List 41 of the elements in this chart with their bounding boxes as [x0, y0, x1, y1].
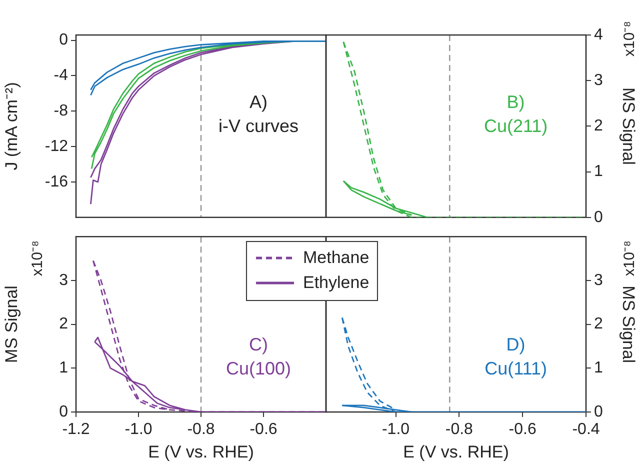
x-tick-label: -0.4 [572, 421, 600, 438]
y-tick-label: -12 [44, 138, 68, 155]
y2-tick-label: 1 [594, 163, 603, 180]
y2-tick-label: 1 [594, 360, 603, 377]
y-tick-label: -4 [54, 67, 68, 84]
x-tick-label: -0.8 [187, 421, 215, 438]
legend-label: Methane [303, 248, 370, 268]
annotation: B) Cu(211) [484, 92, 548, 136]
y2-tick-label: 0 [594, 208, 603, 226]
legend-label: Ethylene [303, 273, 370, 294]
y-tick-label: 2 [59, 316, 68, 333]
y-axis-title: MS Signal [2, 286, 21, 364]
x-tick-label: -1.0 [382, 421, 410, 438]
y2-tick-label: 3 [594, 72, 603, 90]
text: x10⁻⁸ [621, 240, 638, 276]
x-tick-label: -0.6 [250, 421, 278, 438]
annotation: C) Cu(100) [226, 334, 292, 379]
y-tick-label: -16 [44, 173, 68, 190]
y2-tick-label: 3 [594, 272, 603, 289]
annotation: A) i-V curves [218, 92, 299, 136]
text: x10⁻⁸ [29, 240, 46, 276]
y-tick-label: -8 [54, 102, 68, 120]
x-tick-label: -0.8 [445, 421, 474, 438]
y2-axis-title: MS Signal [619, 87, 638, 165]
x-axis-title: E (V vs. RHE) [148, 442, 254, 462]
y-tick-label: 0 [59, 32, 68, 49]
y-tick-label: 0 [59, 403, 68, 420]
y-tick-label: 1 [59, 360, 68, 377]
y2-axis-title: MS Signal [619, 286, 638, 364]
y-axis-title: J (mA cm⁻²) [2, 82, 21, 170]
y2-tick-label: 2 [594, 316, 603, 333]
annotation: D) Cu(111) [484, 334, 547, 379]
x-tick-label: -1.0 [124, 421, 152, 438]
y2-tick-label: 4 [594, 26, 603, 44]
x-tick-label: -0.6 [508, 421, 536, 438]
y2-tick-label: 2 [594, 118, 603, 135]
y2-tick-label: 0 [594, 403, 603, 420]
x-tick-label: -1.2 [62, 421, 90, 438]
x-axis-title: E (V vs. RHE) [403, 442, 509, 462]
y-tick-label: 3 [59, 272, 68, 289]
text: x10⁻⁸ [621, 21, 638, 57]
